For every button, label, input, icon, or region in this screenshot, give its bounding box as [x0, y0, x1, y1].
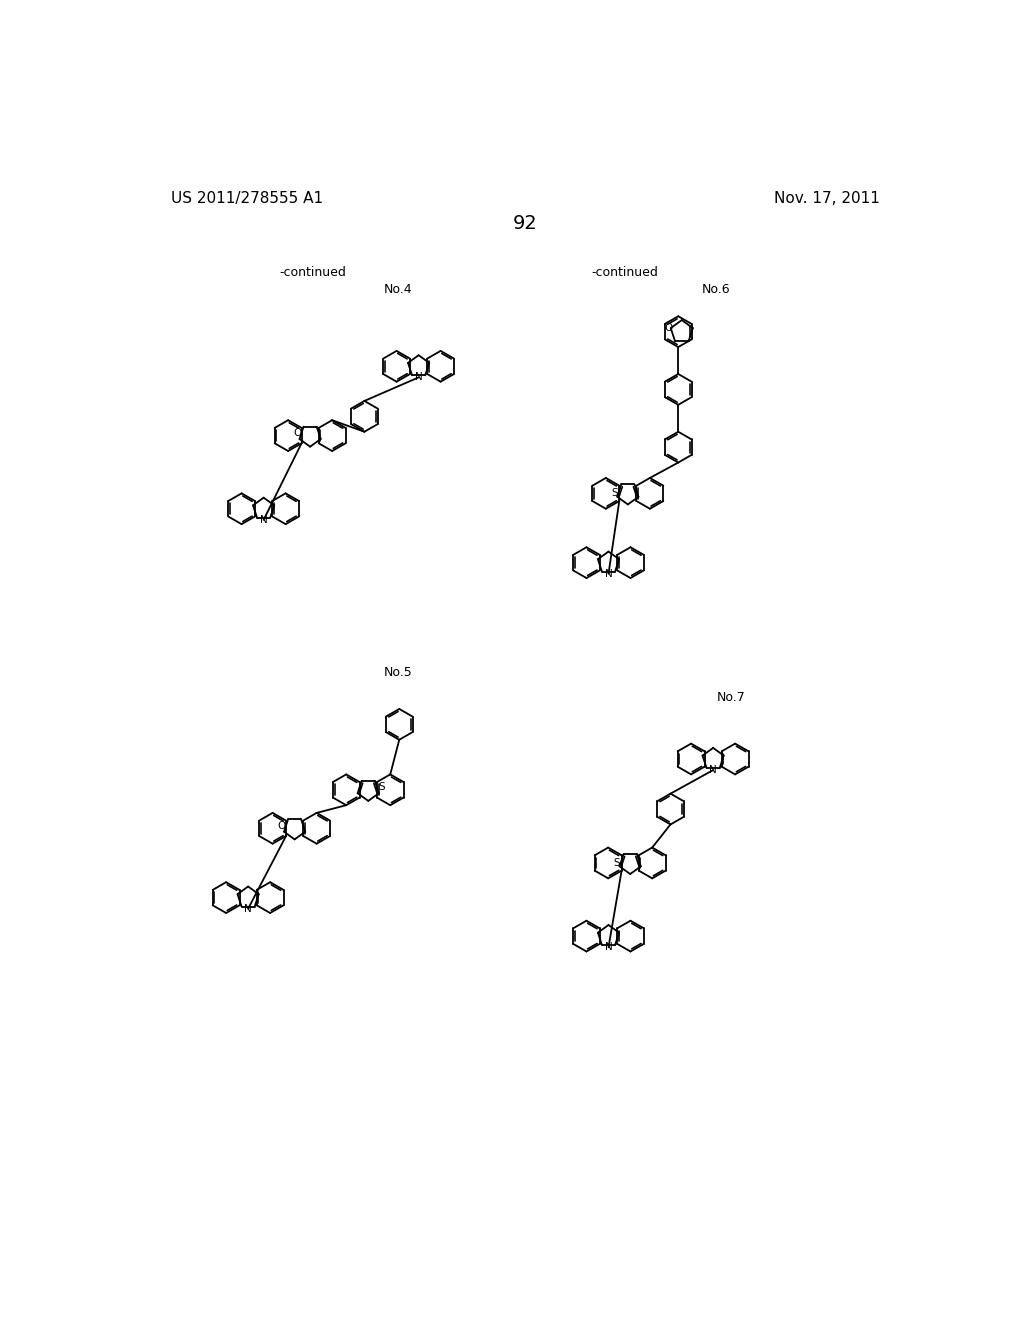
Text: US 2011/278555 A1: US 2011/278555 A1	[171, 191, 323, 206]
Text: N: N	[260, 515, 267, 525]
Text: N: N	[710, 766, 717, 775]
Text: N: N	[245, 904, 252, 913]
Text: No.7: No.7	[717, 690, 745, 704]
Text: N: N	[415, 372, 423, 383]
Text: O: O	[278, 821, 286, 832]
Text: S: S	[379, 783, 385, 792]
Text: No.6: No.6	[701, 282, 730, 296]
Text: S: S	[611, 488, 617, 499]
Text: S: S	[613, 858, 620, 869]
Text: 92: 92	[512, 214, 538, 234]
Text: N: N	[604, 569, 612, 578]
Text: O: O	[293, 428, 301, 438]
Text: -continued: -continued	[280, 265, 346, 279]
Text: O: O	[665, 323, 673, 333]
Text: Nov. 17, 2011: Nov. 17, 2011	[774, 191, 880, 206]
Text: N: N	[604, 942, 612, 952]
Text: -continued: -continued	[592, 265, 658, 279]
Text: No.4: No.4	[384, 282, 413, 296]
Text: No.5: No.5	[384, 667, 413, 680]
